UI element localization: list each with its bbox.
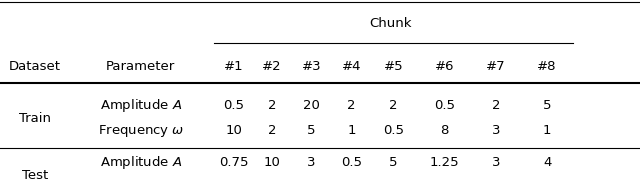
Text: 8: 8 (440, 124, 449, 137)
Text: 0.5: 0.5 (383, 124, 404, 137)
Text: 1: 1 (347, 124, 356, 137)
Text: 3: 3 (492, 124, 500, 137)
Text: 10: 10 (264, 156, 280, 169)
Text: Frequency $\omega$: Frequency $\omega$ (97, 123, 184, 139)
Text: 0.75: 0.75 (219, 156, 248, 169)
Text: 20: 20 (303, 99, 320, 112)
Text: 10: 10 (225, 124, 242, 137)
Text: #8: #8 (538, 60, 557, 73)
Text: 3: 3 (492, 156, 500, 169)
Text: #5: #5 (384, 60, 403, 73)
Text: 2: 2 (347, 99, 356, 112)
Text: 0.5: 0.5 (341, 156, 362, 169)
Text: #6: #6 (435, 60, 454, 73)
Text: 2: 2 (492, 99, 500, 112)
Text: 0.5: 0.5 (223, 99, 244, 112)
Text: #4: #4 (342, 60, 361, 73)
Text: 0.5: 0.5 (435, 99, 455, 112)
Text: Amplitude $A$: Amplitude $A$ (100, 154, 182, 171)
Text: 5: 5 (307, 124, 316, 137)
Text: 1.25: 1.25 (430, 156, 460, 169)
Text: 1: 1 (543, 124, 552, 137)
Text: Test: Test (22, 169, 49, 179)
Text: #3: #3 (302, 60, 321, 73)
Text: Train: Train (19, 112, 51, 125)
Text: 5: 5 (543, 99, 552, 112)
Text: 4: 4 (543, 156, 552, 169)
Text: Amplitude $A$: Amplitude $A$ (100, 97, 182, 114)
Text: Dataset: Dataset (9, 60, 61, 73)
Text: 2: 2 (268, 124, 276, 137)
Text: Chunk: Chunk (369, 17, 412, 30)
Text: 2: 2 (268, 99, 276, 112)
Text: 2: 2 (389, 99, 398, 112)
Text: #2: #2 (262, 60, 282, 73)
Text: 5: 5 (389, 156, 398, 169)
Text: #1: #1 (224, 60, 243, 73)
Text: Parameter: Parameter (106, 60, 175, 73)
Text: 3: 3 (307, 156, 316, 169)
Text: #7: #7 (486, 60, 506, 73)
